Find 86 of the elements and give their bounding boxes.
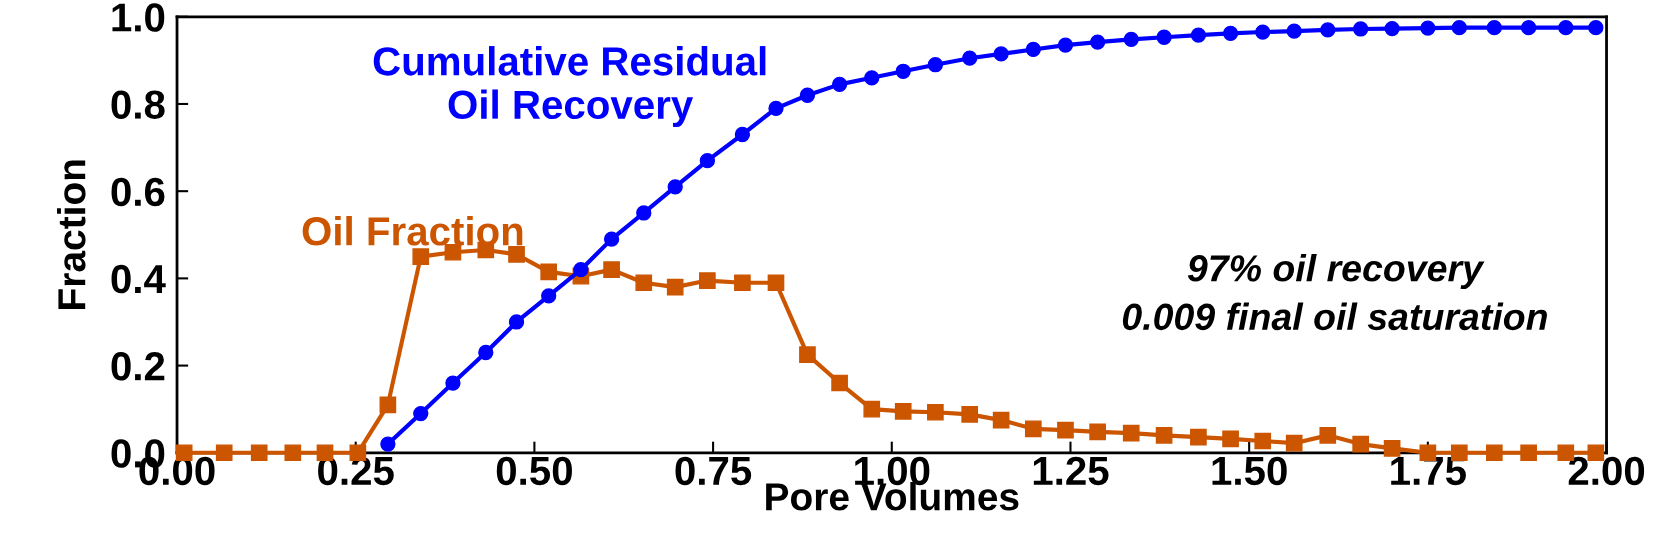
point: [993, 46, 1009, 62]
point: [799, 87, 816, 103]
point: [962, 50, 978, 66]
point: [894, 403, 912, 420]
series-label: Oil Fraction: [302, 216, 523, 246]
point: [636, 205, 652, 221]
point: [215, 444, 233, 462]
point: [412, 248, 430, 265]
annotation: 97% oil recovery 0.009 final oil saturation: [1122, 254, 1547, 331]
point: [445, 375, 461, 391]
point: [699, 272, 716, 289]
point: [768, 100, 784, 116]
point: [1222, 430, 1239, 448]
point: [1558, 20, 1574, 36]
x-tick-label: 1.50: [1212, 456, 1287, 486]
point: [1123, 31, 1139, 48]
y-tick-label: 0.4: [111, 264, 166, 294]
point: [573, 262, 589, 278]
point: [1520, 444, 1537, 462]
point: [1122, 424, 1140, 442]
point: [667, 179, 683, 195]
point: [1319, 427, 1337, 444]
point: [1255, 24, 1271, 40]
point: [508, 314, 525, 330]
point: [1588, 20, 1604, 36]
point: [864, 70, 880, 86]
y-tick-label: 1.0: [112, 3, 165, 32]
point: [540, 263, 558, 281]
point: [1353, 21, 1369, 37]
point: [380, 436, 396, 452]
point: [1520, 20, 1537, 36]
point: [927, 57, 944, 73]
point: [992, 411, 1010, 429]
point: [1057, 421, 1074, 439]
y-axis-title: Fraction: [57, 160, 86, 309]
point: [1320, 22, 1336, 38]
point: [831, 374, 848, 392]
point: [734, 274, 751, 292]
point: [1486, 20, 1502, 36]
point: [1384, 20, 1400, 37]
point: [1254, 432, 1272, 450]
point: [1286, 23, 1302, 39]
y-tick-label: 0.8: [111, 90, 165, 119]
point: [1420, 20, 1436, 36]
point: [1222, 25, 1239, 41]
point: [541, 288, 557, 304]
point: [1190, 27, 1207, 43]
point: [767, 274, 785, 292]
point: [961, 406, 979, 423]
y-tick-label: 0.2: [111, 352, 165, 381]
x-tick-label: 1.25: [1033, 456, 1109, 486]
x-tick-label: 2.00: [1568, 456, 1645, 486]
point: [1451, 20, 1467, 36]
point: [895, 63, 911, 79]
point: [413, 405, 429, 422]
point: [1089, 34, 1106, 50]
point: [379, 396, 397, 414]
point: [1285, 434, 1303, 452]
point: [1485, 444, 1503, 462]
point: [734, 126, 751, 143]
point: [508, 246, 525, 263]
x-tick-label: 0.75: [675, 456, 752, 486]
point: [666, 278, 684, 296]
y-tick-label: 0.6: [111, 177, 165, 207]
point: [603, 231, 620, 247]
point: [478, 344, 494, 361]
point: [1352, 435, 1369, 453]
point: [603, 261, 620, 278]
point: [1089, 423, 1106, 441]
point: [831, 76, 848, 92]
point: [1156, 29, 1172, 45]
point: [1155, 427, 1173, 444]
point: [927, 403, 944, 421]
point: [863, 400, 881, 418]
point: [1025, 41, 1041, 58]
point: [635, 274, 653, 292]
point: [1024, 420, 1042, 438]
point: [284, 444, 302, 462]
x-tick-label: 0.50: [496, 456, 572, 486]
point: [1190, 428, 1207, 446]
series-label: Cumulative Residual Oil Recovery: [373, 46, 766, 127]
point: [799, 346, 816, 364]
point: [250, 444, 268, 462]
point: [1057, 37, 1074, 53]
point: [699, 153, 716, 169]
point: [1383, 440, 1401, 457]
